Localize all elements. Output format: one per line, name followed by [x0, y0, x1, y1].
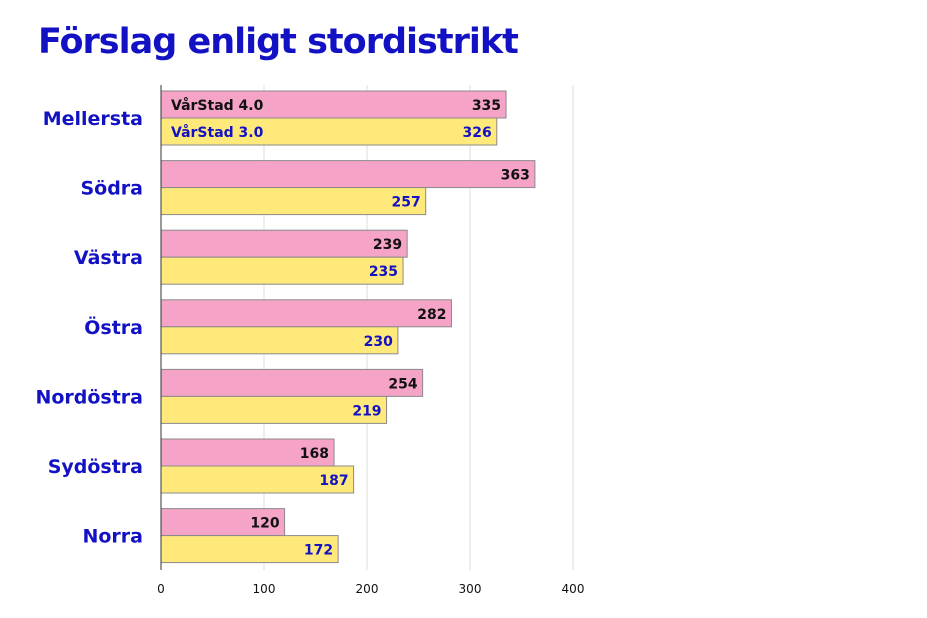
category-label: Västra — [74, 247, 143, 269]
legend-label: VårStad 4.0 — [171, 97, 264, 114]
x-tick-label: 400 — [562, 582, 585, 596]
data-label: 326 — [463, 125, 492, 141]
category-label: Nordöstra — [35, 386, 143, 408]
category-label: Östra — [84, 315, 143, 339]
bar-vs4 — [160, 299, 452, 328]
bar-vs4 — [160, 229, 408, 258]
data-label: 219 — [352, 403, 381, 419]
bar-vs3 — [160, 117, 498, 146]
x-tick-label: 200 — [356, 582, 379, 596]
x-tick-label: 0 — [157, 582, 165, 596]
data-label: 363 — [501, 168, 530, 184]
bar-vs3 — [160, 465, 355, 494]
bar-vs4 — [160, 368, 424, 397]
x-tick-label: 300 — [459, 582, 482, 596]
data-label: 168 — [300, 446, 329, 462]
data-label: 254 — [388, 376, 417, 392]
bar-vs3 — [160, 187, 427, 216]
bar-vs4 — [160, 160, 536, 189]
bar-vs3 — [160, 326, 399, 355]
category-label: Södra — [80, 178, 143, 200]
data-label: 235 — [369, 264, 398, 280]
data-label: 239 — [373, 237, 402, 253]
bar-vs3 — [160, 395, 388, 424]
data-label: 335 — [472, 98, 501, 114]
category-label: Sydöstra — [48, 456, 143, 478]
data-label: 172 — [304, 543, 333, 559]
legend-label: VårStad 3.0 — [171, 124, 264, 141]
bar-vs3 — [160, 256, 404, 285]
x-tick-label: 100 — [253, 582, 276, 596]
bar-vs3 — [160, 535, 339, 564]
category-label: Mellersta — [43, 108, 143, 130]
data-label: 187 — [319, 473, 348, 489]
category-label: Norra — [82, 526, 143, 548]
data-label: 257 — [391, 195, 420, 211]
data-label: 120 — [250, 516, 279, 532]
data-label: 230 — [364, 334, 393, 350]
chart-title: Förslag enligt stordistrikt — [38, 22, 519, 62]
data-label: 282 — [417, 307, 446, 323]
bar-vs4 — [160, 508, 286, 537]
